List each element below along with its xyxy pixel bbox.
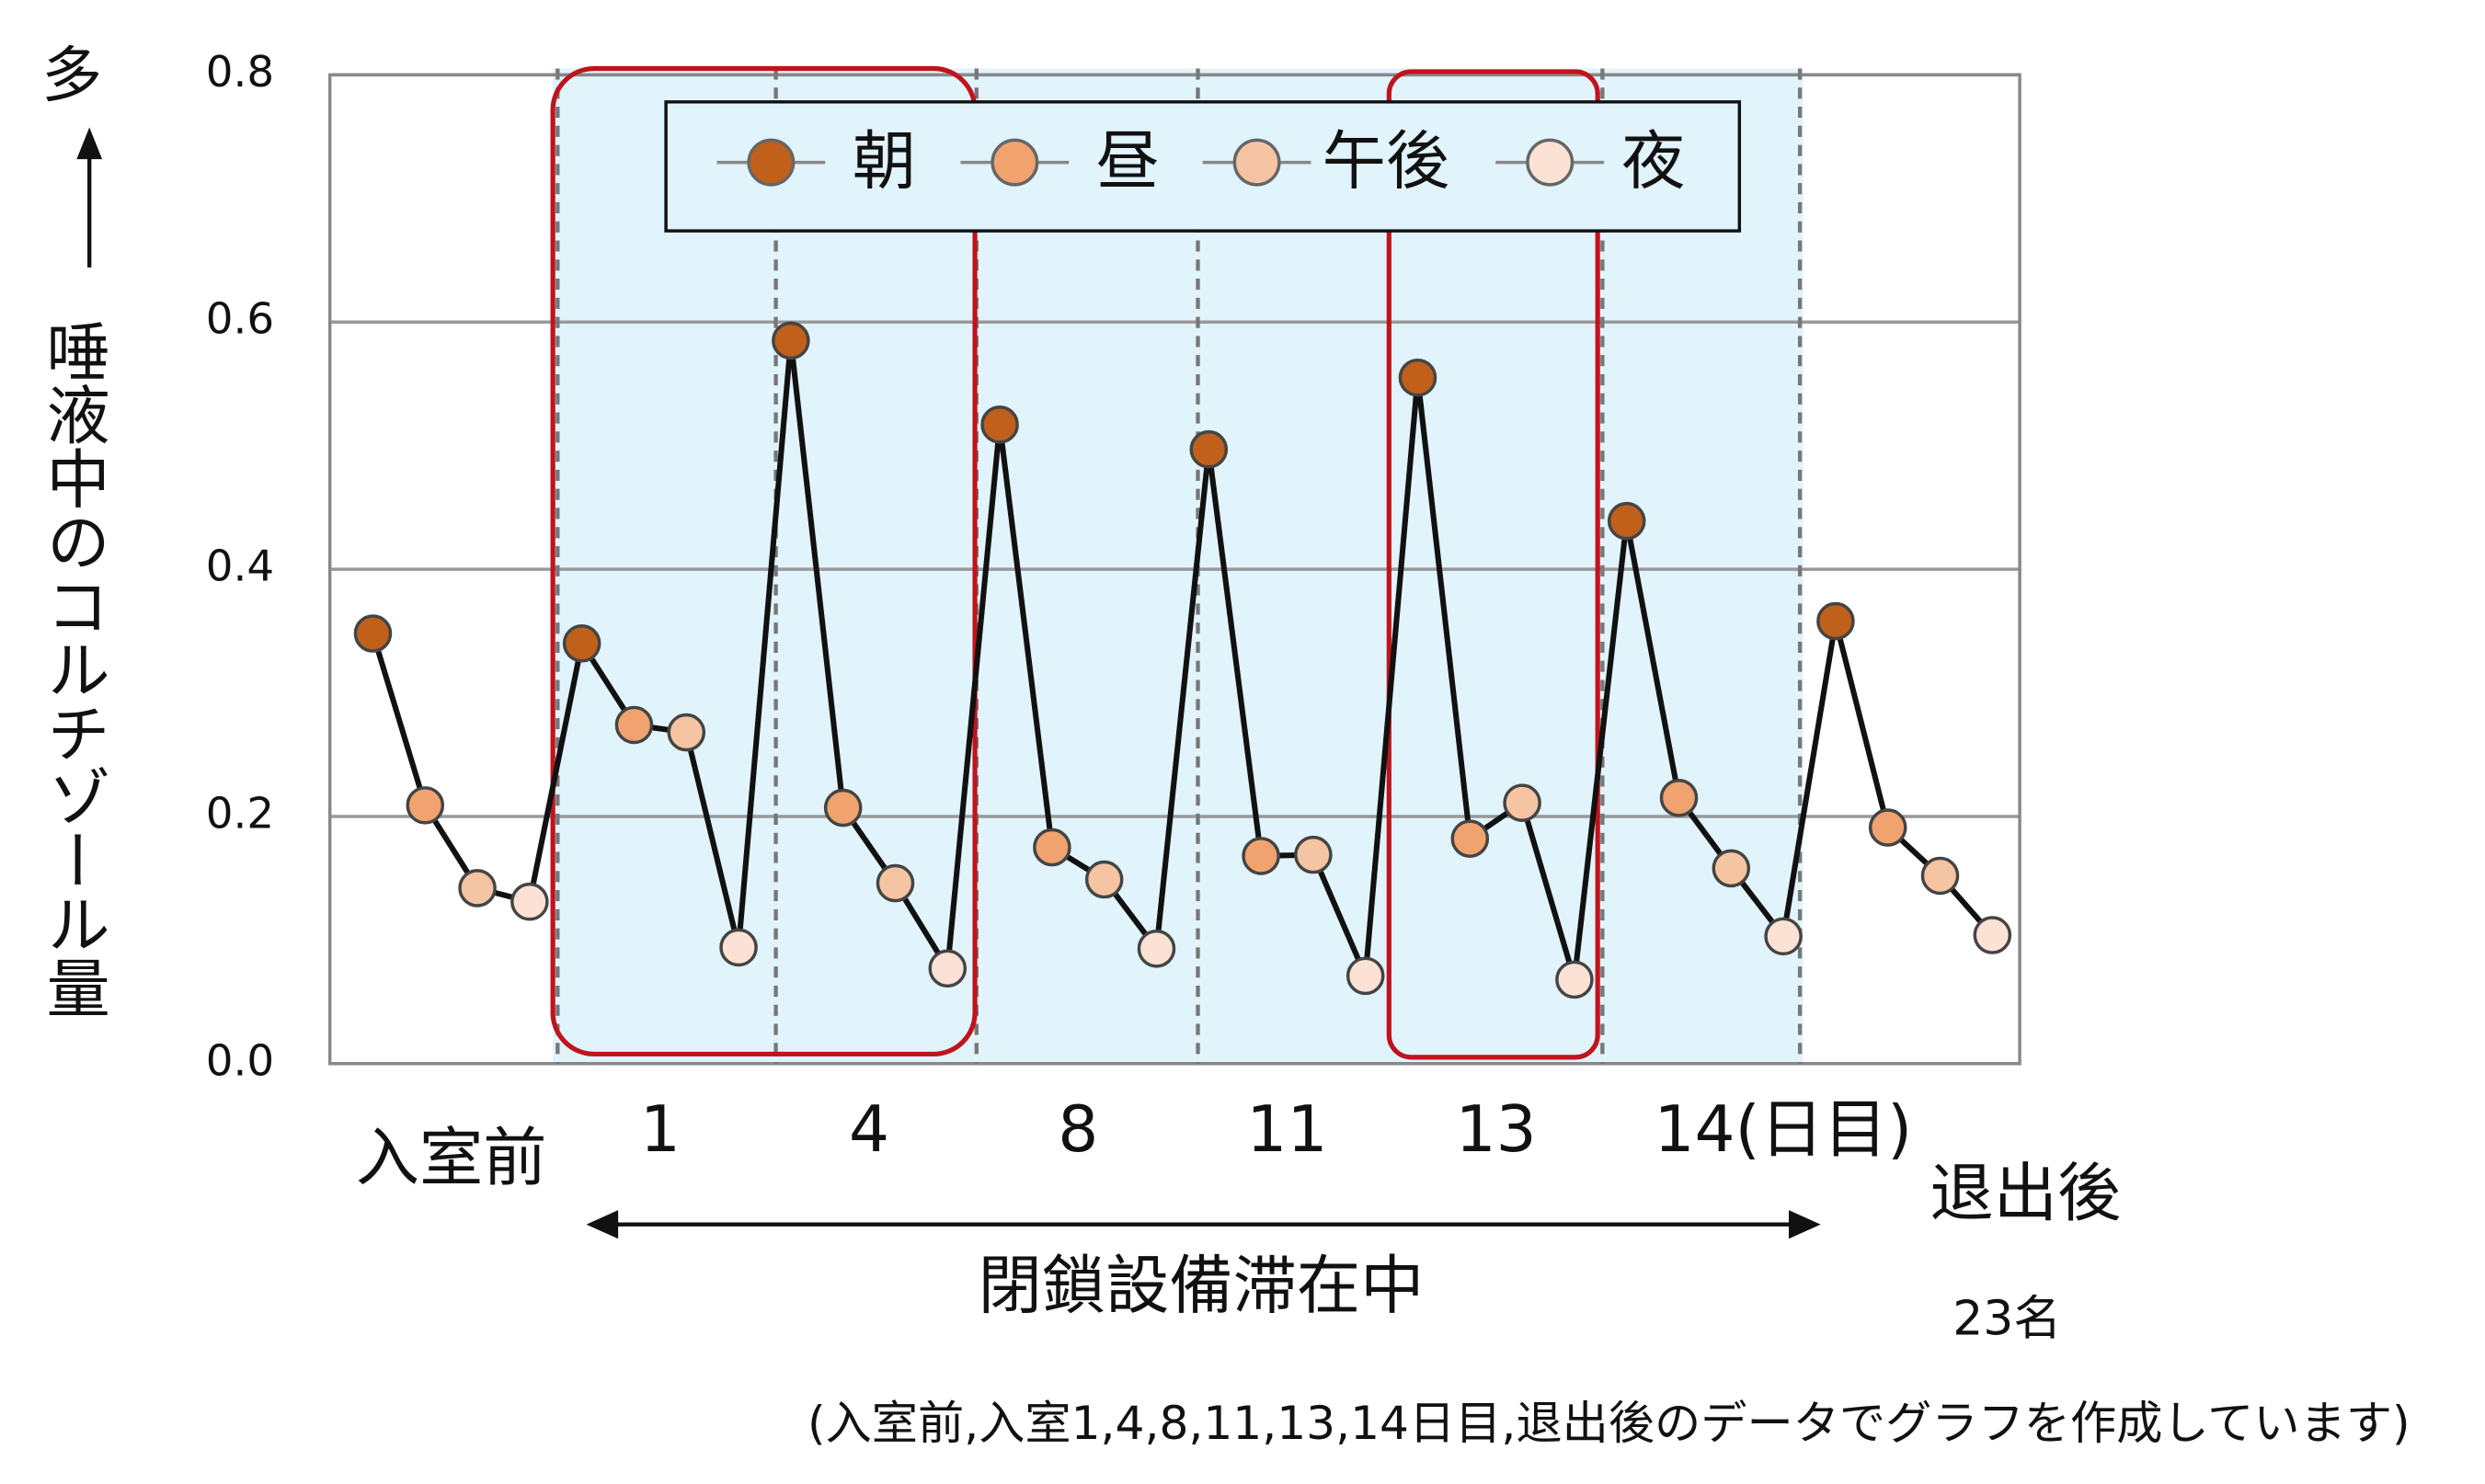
data-point [353, 614, 393, 653]
highlight-box [550, 65, 978, 1057]
line-segment [1362, 377, 1421, 976]
data-point [510, 882, 549, 921]
x-tick-label: 8 [1058, 1093, 1098, 1167]
y-tick-label: 0.4 [206, 542, 274, 592]
data-point [1659, 779, 1699, 817]
data-point [1398, 358, 1437, 397]
x-tick-label: 入室前 [356, 1122, 547, 1195]
plot-border [327, 73, 2021, 1066]
line-segment [1311, 853, 1368, 977]
data-point [1868, 808, 1907, 847]
data-point [406, 786, 445, 825]
line-segment [787, 340, 846, 808]
data-point [1816, 601, 1855, 641]
data-point [1607, 501, 1646, 541]
sample-size: 23名 [1952, 1291, 2061, 1346]
line-segment [997, 424, 1055, 848]
data-point [823, 788, 863, 828]
data-point [928, 949, 968, 988]
line-segment [683, 731, 742, 949]
legend-marker [1526, 138, 1575, 187]
line-segment [1623, 520, 1682, 799]
data-point [772, 321, 810, 360]
data-point [1346, 956, 1385, 996]
data-point [1033, 828, 1071, 867]
data-point [614, 705, 654, 745]
y-tick-label: 0.6 [206, 295, 274, 345]
line-segment [1832, 620, 1891, 828]
data-point [1084, 860, 1124, 899]
x-tick-label: 1 [640, 1093, 681, 1167]
line-segment [945, 424, 1003, 969]
data-point [1555, 960, 1594, 999]
line-segment [1519, 802, 1577, 981]
data-point [458, 869, 497, 908]
data-point [1712, 849, 1751, 888]
line-segment [1206, 449, 1265, 857]
data-point [1764, 917, 1803, 956]
legend-label: 朝 [853, 125, 916, 199]
line-segment [370, 633, 429, 806]
y-arrow-head [76, 127, 103, 160]
data-point [1242, 837, 1280, 875]
data-point [1294, 835, 1333, 874]
legend-marker [747, 138, 796, 187]
line-segment [1153, 449, 1212, 950]
data-point [719, 928, 758, 967]
x-tick-label: 11 [1246, 1093, 1327, 1167]
data-point [1450, 819, 1490, 858]
data-point [1189, 429, 1229, 469]
data-point [1503, 783, 1541, 822]
x-tick-label: 4 [849, 1093, 889, 1167]
line-segment [1414, 377, 1473, 839]
period-label: 閉鎖設備滞在中 [979, 1250, 1425, 1323]
data-point [1137, 930, 1176, 968]
highlight-box [1386, 69, 1600, 1060]
data-point [1973, 916, 2012, 954]
data-point [562, 623, 601, 663]
line-segment [526, 643, 585, 903]
line-segment [1781, 621, 1838, 937]
y-tick-label: 0.0 [206, 1036, 274, 1086]
x-tick-label: 退出後 [1930, 1157, 2121, 1230]
legend-marker [1232, 138, 1281, 187]
stay-shade [553, 68, 1804, 1064]
legend-box [664, 100, 1742, 233]
line-segment [1571, 520, 1630, 980]
y-axis-high-label: 多 [41, 40, 102, 111]
legend-label: 昼 [1096, 125, 1160, 199]
legend-label: 午後 [1323, 125, 1450, 199]
data-point [980, 405, 1019, 444]
data-point [876, 863, 915, 903]
data-point [667, 713, 706, 752]
legend-marker [991, 138, 1039, 187]
line-segment [736, 340, 794, 948]
note: (入室前,入室1,4,8,11,13,14日目,退出後のデータでグラフを作成して… [807, 1396, 2411, 1450]
x-tick-label: 13 [1456, 1093, 1537, 1167]
y-axis-label: 唾液中のコルチゾール量 [35, 318, 109, 1019]
data-point [1920, 856, 1960, 896]
legend-label: 夜 [1621, 125, 1685, 199]
x-tick-label: 14(日目) [1654, 1093, 1912, 1167]
y-tick-label: 0.8 [206, 48, 274, 97]
y-tick-label: 0.2 [206, 789, 274, 839]
